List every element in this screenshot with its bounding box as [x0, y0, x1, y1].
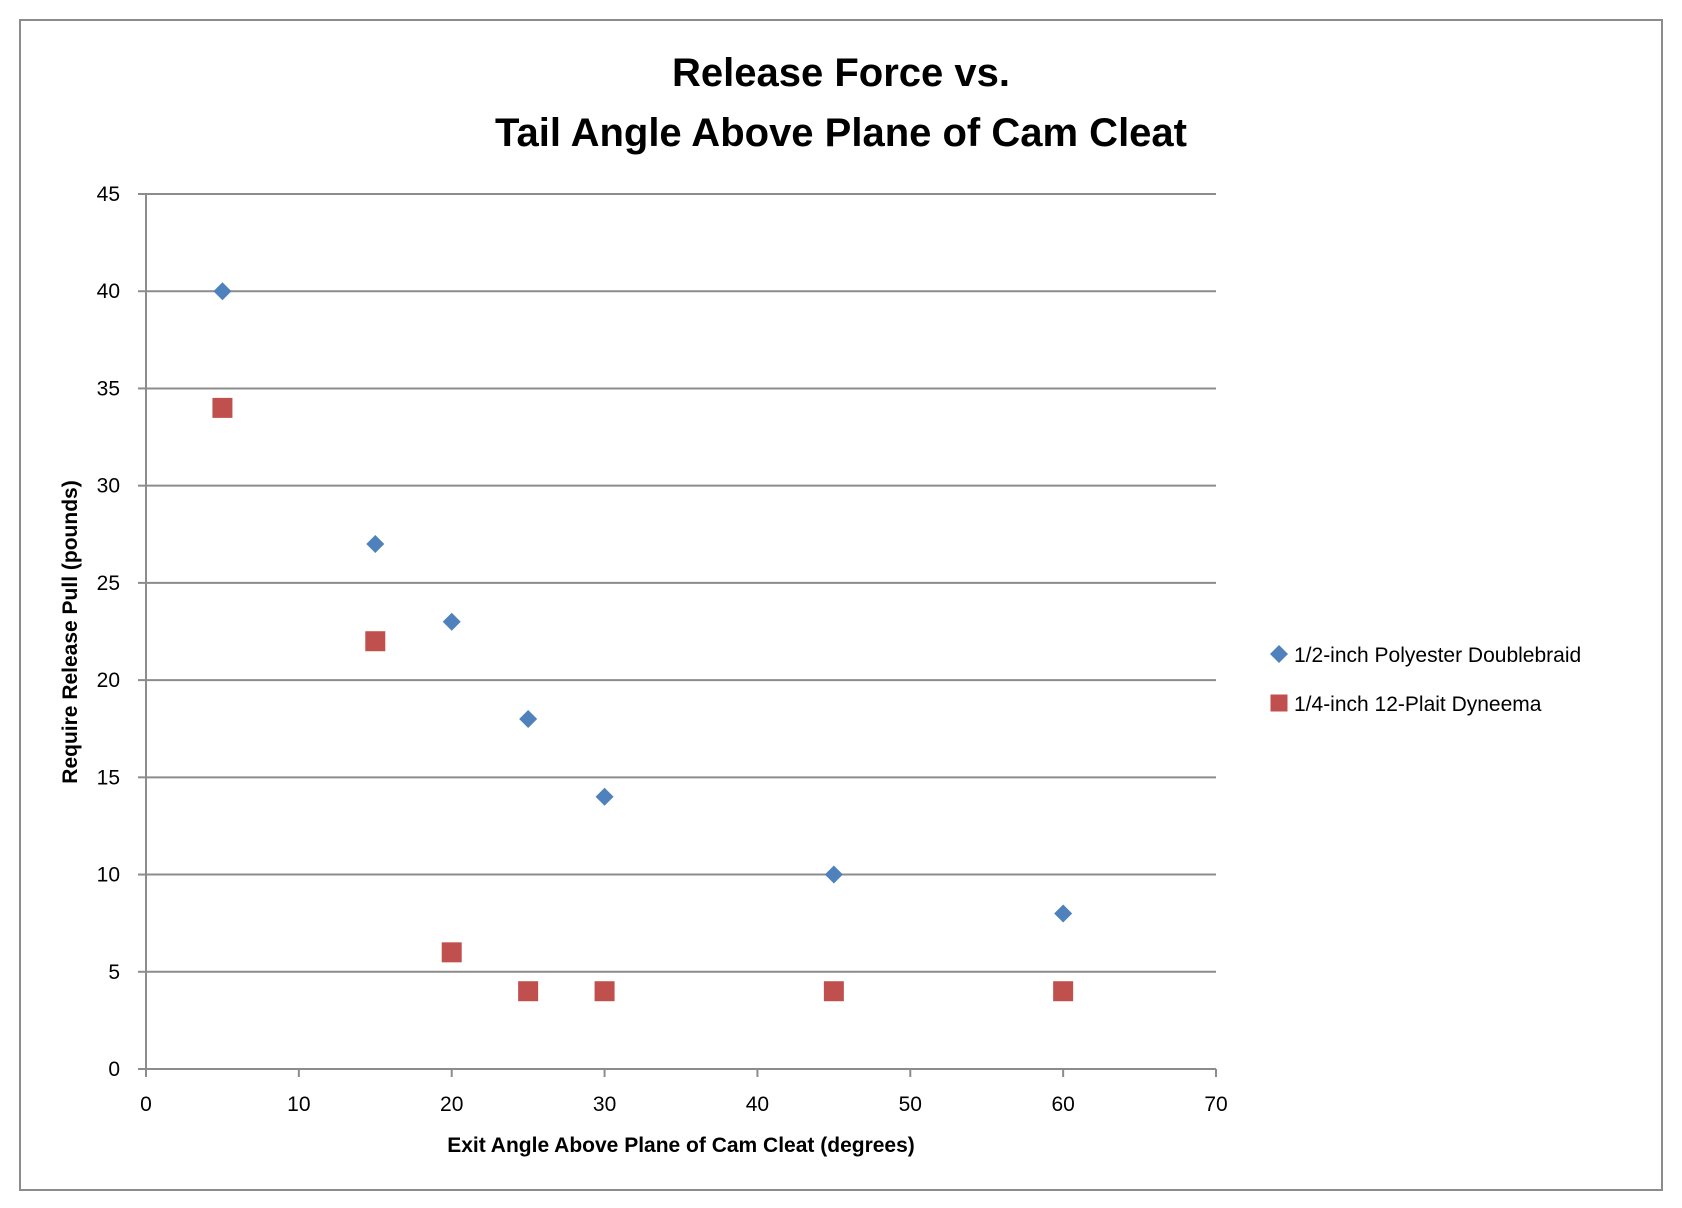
y-tick-label: 25 [97, 572, 120, 595]
x-tick-label: 70 [1204, 1093, 1227, 1116]
y-tick-label: 0 [108, 1058, 120, 1081]
y-tick-label: 5 [108, 961, 120, 984]
x-tick-label: 20 [440, 1093, 463, 1116]
data-point-series-1 [442, 612, 461, 631]
x-tick-label: 30 [593, 1093, 616, 1116]
x-tick-label: 10 [287, 1093, 310, 1116]
y-tick-label: 20 [97, 669, 120, 692]
x-tick-label: 40 [746, 1093, 769, 1116]
x-tick-label: 0 [140, 1093, 152, 1116]
x-axis-title: Exit Angle Above Plane of Cam Cleat (deg… [447, 1134, 915, 1157]
data-point-series-2 [365, 631, 386, 652]
x-tick-label: 50 [899, 1093, 922, 1116]
y-tick-label: 35 [97, 377, 120, 400]
data-point-series-2 [594, 981, 615, 1002]
y-axis-title: Require Release Pull (pounds) [59, 480, 82, 783]
data-point-series-2 [212, 397, 233, 418]
legend-label-series-1: 1/2-inch Polyester Doublebraid [1294, 644, 1581, 667]
data-point-series-1 [1054, 904, 1073, 923]
legend: 1/2-inch Polyester Doublebraid 1/4-inch 1… [1270, 644, 1581, 716]
data-point-series-1 [519, 710, 538, 728]
chart-frame [19, 19, 1663, 1191]
data-point-series-2 [518, 981, 539, 1002]
data-point-series-1 [213, 282, 232, 301]
legend-marker-series-2 [1270, 694, 1288, 712]
legend-label-series-2: 1/4-inch 12-Plait Dyneema [1294, 693, 1542, 716]
data-point-series-2 [1053, 981, 1074, 1002]
chart-title-line-2: Tail Angle Above Plane of Cam Cleat [495, 111, 1187, 155]
legend-marker-series-1 [1270, 645, 1288, 663]
data-point-series-1 [595, 787, 614, 806]
data-point-series-2 [441, 942, 462, 963]
data-point-series-2 [823, 981, 844, 1002]
y-tick-label: 30 [97, 475, 120, 498]
chart-title-line-1: Release Force vs. [672, 51, 1010, 95]
y-tick-label: 10 [97, 864, 120, 887]
data-point-series-1 [824, 865, 843, 884]
y-tick-label: 15 [97, 766, 120, 789]
y-tick-label: 45 [97, 183, 120, 206]
y-tick-label: 40 [97, 280, 120, 303]
x-tick-label: 60 [1051, 1093, 1074, 1116]
data-point-series-1 [366, 535, 385, 553]
